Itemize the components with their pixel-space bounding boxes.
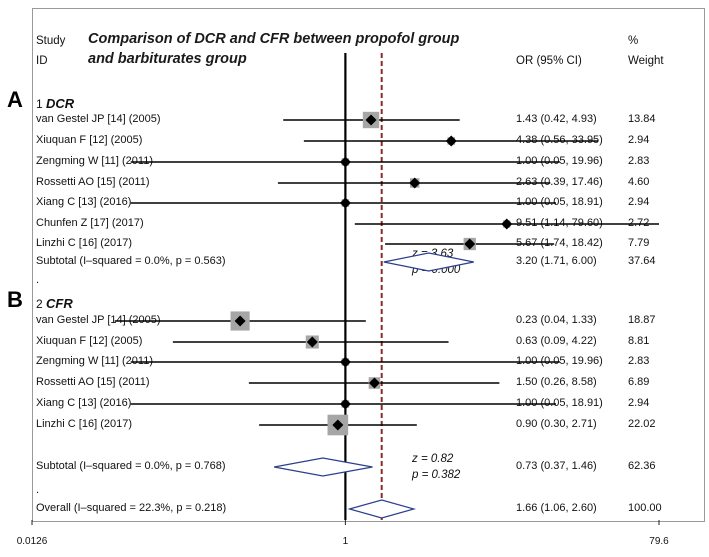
cfr-subtotal-ci: 0.73 (0.37, 1.46) bbox=[516, 460, 597, 472]
dcr-study-3-ci: 2.63 (0.39, 17.46) bbox=[516, 176, 603, 188]
group-title-dcr: 1 DCR bbox=[36, 96, 75, 111]
dcr-study-0-point bbox=[365, 114, 377, 126]
cfr-study-0-label: van Gestel JP [14] (2005) bbox=[36, 314, 161, 326]
cfr-study-3-point bbox=[368, 377, 380, 389]
cfr-study-0-weight: 18.87 bbox=[628, 314, 656, 326]
study-header: Study bbox=[36, 35, 66, 47]
cfr-study-1-label: Xiuquan F [12] (2005) bbox=[36, 335, 143, 347]
dcr-study-0-ci: 1.43 (0.42, 4.93) bbox=[516, 113, 597, 125]
dcr-subtotal-ci: 3.20 (1.71, 6.00) bbox=[516, 255, 597, 267]
dcr-study-0-label: van Gestel JP [14] (2005) bbox=[36, 113, 161, 125]
dcr-study-3-weight: 4.60 bbox=[628, 176, 650, 188]
dcr-study-2-ci: 1.00 (0.05, 19.96) bbox=[516, 155, 603, 167]
cfr-subtotal-diamond bbox=[274, 457, 373, 477]
cfr-study-5-weight: 22.02 bbox=[628, 418, 656, 430]
dcr-study-1-point bbox=[445, 135, 457, 147]
dcr-study-4-label: Xiang C [13] (2016) bbox=[36, 196, 132, 208]
dcr-study-1-ci: 4.38 (0.56, 33.95) bbox=[516, 134, 603, 146]
chart-title: Comparison of DCR and CFR between propof… bbox=[88, 31, 460, 47]
cfr-study-4-weight: 2.94 bbox=[628, 397, 650, 409]
dcr-study-1-label: Xiuquan F [12] (2005) bbox=[36, 134, 143, 146]
dcr-study-6-weight: 7.79 bbox=[628, 237, 650, 249]
dcr-spacer-dot: . bbox=[36, 274, 40, 286]
cfr-study-5-ci: 0.90 (0.30, 2.71) bbox=[516, 418, 597, 430]
dcr-study-2-point bbox=[339, 156, 351, 168]
dcr-study-0-weight: 13.84 bbox=[628, 113, 656, 125]
cfr-study-5-label: Linzhi C [16] (2017) bbox=[36, 418, 132, 430]
cfr-subtotal-label: Subtotal (I–squared = 0.0%, p = 0.768) bbox=[36, 460, 226, 472]
dcr-study-5-point bbox=[501, 218, 513, 230]
dcr-study-2-weight: 2.83 bbox=[628, 155, 650, 167]
cfr-study-2-ci: 1.00 (0.05, 19.96) bbox=[516, 355, 603, 367]
dcr-study-4-ci: 1.00 (0.05, 18.91) bbox=[516, 196, 603, 208]
dcr-study-3-point bbox=[409, 177, 421, 189]
id-header: ID bbox=[36, 55, 48, 67]
overall-label: Overall (I–squared = 22.3%, p = 0.218) bbox=[36, 502, 227, 514]
cfr-study-4-ci: 1.00 (0.05, 18.91) bbox=[516, 397, 603, 409]
x-tick-label-0: 0.0126 bbox=[16, 536, 48, 547]
dcr-subtotal-label: Subtotal (I–squared = 0.0%, p = 0.563) bbox=[36, 255, 226, 267]
weight-symbol-header: % bbox=[628, 35, 639, 47]
x-tick-label-1: 1 bbox=[342, 536, 349, 547]
or-ci-header: OR (95% CI) bbox=[516, 55, 582, 67]
dcr-study-5-ci: 9.51 (1.14, 79.60) bbox=[516, 217, 603, 229]
dcr-study-4-weight: 2.94 bbox=[628, 196, 650, 208]
overall-diamond bbox=[347, 499, 417, 519]
cfr-z-stat: z = 0.82 bbox=[412, 453, 454, 465]
plot-frame bbox=[32, 8, 705, 522]
overall-weight: 100.00 bbox=[628, 502, 662, 514]
dcr-study-6-label: Linzhi C [16] (2017) bbox=[36, 237, 132, 249]
weight-header: Weight bbox=[628, 55, 664, 67]
dcr-study-1-weight: 2.94 bbox=[628, 134, 650, 146]
panel-label-b: B bbox=[7, 287, 23, 312]
panel-label-a: A bbox=[7, 87, 23, 112]
dcr-study-2-label: Zengming W [11] (2011) bbox=[36, 155, 153, 167]
overall-ci: 1.66 (1.06, 2.60) bbox=[516, 502, 597, 514]
cfr-spacer-dot: . bbox=[36, 484, 40, 496]
cfr-subtotal-weight: 62.36 bbox=[628, 460, 656, 472]
dcr-study-5-weight: 2.72 bbox=[628, 217, 650, 229]
cfr-study-3-ci: 1.50 (0.26, 8.58) bbox=[516, 376, 597, 388]
cfr-study-3-label: Rossetti AO [15] (2011) bbox=[36, 376, 150, 388]
dcr-study-4-point bbox=[339, 197, 351, 209]
cfr-study-4-label: Xiang C [13] (2016) bbox=[36, 397, 132, 409]
group-title-cfr: 2 CFR bbox=[36, 296, 73, 311]
cfr-study-2-point bbox=[339, 356, 351, 368]
dcr-subtotal-weight: 37.64 bbox=[628, 255, 656, 267]
cfr-study-1-point bbox=[306, 336, 318, 348]
cfr-p-value: p = 0.382 bbox=[412, 469, 461, 481]
cfr-study-1-ci: 0.63 (0.09, 4.22) bbox=[516, 335, 597, 347]
cfr-study-4-point bbox=[339, 398, 351, 410]
cfr-study-2-label: Zengming W [11] (2011) bbox=[36, 355, 153, 367]
dcr-study-3-label: Rossetti AO [15] (2011) bbox=[36, 176, 150, 188]
dcr-study-6-ci: 5.67 (1.74, 18.42) bbox=[516, 237, 603, 249]
cfr-study-3-weight: 6.89 bbox=[628, 376, 650, 388]
cfr-study-0-point bbox=[234, 315, 246, 327]
cfr-study-0-ci: 0.23 (0.04, 1.33) bbox=[516, 314, 597, 326]
dcr-study-5-label: Chunfen Z [17] (2017) bbox=[36, 217, 144, 229]
dcr-study-6-point bbox=[464, 238, 476, 250]
chart-title-line2: and barbiturates group bbox=[88, 51, 247, 67]
cfr-study-2-weight: 2.83 bbox=[628, 355, 650, 367]
cfr-study-1-weight: 8.81 bbox=[628, 335, 650, 347]
cfr-study-5-point bbox=[332, 419, 344, 431]
x-tick-label-2: 79.6 bbox=[649, 536, 669, 547]
dcr-subtotal-diamond bbox=[383, 252, 474, 272]
